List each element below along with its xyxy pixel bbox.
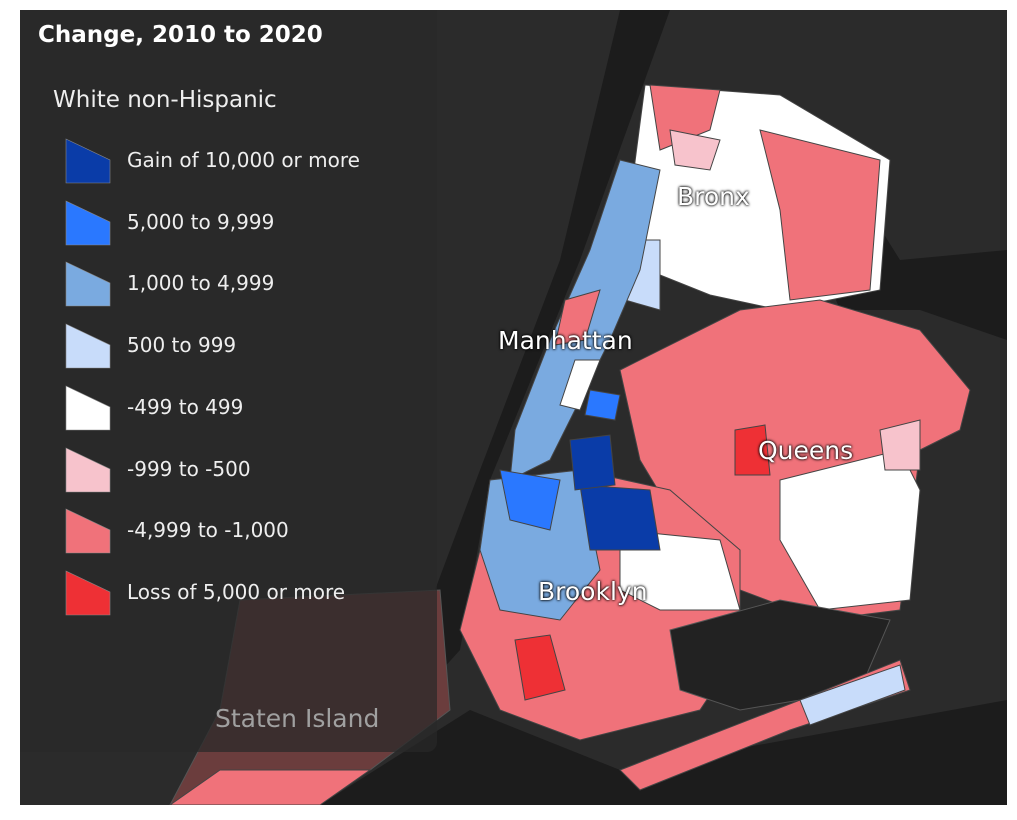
bronx-loss-north <box>649 84 721 151</box>
brooklyn-mid-blue-2 <box>584 389 621 421</box>
legend-item: 1,000 to 4,999 <box>65 261 435 307</box>
rockaway-gain <box>799 664 906 726</box>
legend-item: 500 to 999 <box>65 323 435 369</box>
legend-item: -499 to 499 <box>65 385 435 431</box>
legend-item-label: Gain of 10,000 or more <box>127 148 360 172</box>
legend-item-label: 500 to 999 <box>127 333 237 358</box>
label-manhattan: Manhattan <box>498 326 633 355</box>
queens-big-loss <box>734 424 771 476</box>
legend-swatch <box>65 385 111 431</box>
legend-item: -999 to -500 <box>65 447 435 493</box>
legend-subtitle: White non-Hispanic <box>53 87 277 113</box>
bronx-loss <box>759 129 881 301</box>
bronx-slight <box>669 129 721 171</box>
legend-swatch <box>65 323 111 369</box>
queens-slight <box>879 419 921 471</box>
label-bronx: Bronx <box>677 182 750 211</box>
legend-item-label: 1,000 to 4,999 <box>127 271 275 296</box>
manhattan-loss <box>554 289 601 346</box>
brooklyn-dark-blue <box>579 484 661 551</box>
legend-item-label: Loss of 5,000 or more <box>127 579 346 604</box>
staten-island-south <box>169 769 372 805</box>
legend-item: Gain of 10,000 or more <box>65 138 435 184</box>
label-queens: Queens <box>758 436 854 465</box>
legend-item: 5,000 to 9,999 <box>65 200 435 246</box>
legend-item-label: 5,000 to 9,999 <box>127 209 275 234</box>
legend-swatch <box>65 570 111 616</box>
legend-item: -4,999 to -1,000 <box>65 508 435 554</box>
legend-item-label: -4,999 to -1,000 <box>127 518 289 543</box>
legend-item-label: -999 to -500 <box>127 456 251 481</box>
legend-swatch <box>65 508 111 554</box>
legend-title: Change, 2010 to 2020 <box>38 22 323 48</box>
legend-swatch <box>65 447 111 492</box>
water-bay <box>320 700 1007 805</box>
label-staten-island: Staten Island <box>215 704 380 733</box>
legend-swatch <box>65 261 111 307</box>
legend-item-label: -499 to 499 <box>127 394 244 419</box>
brooklyn-big-loss <box>514 634 566 701</box>
legend-item: Loss of 5,000 or more <box>65 570 435 616</box>
legend-swatch <box>65 200 111 245</box>
label-brooklyn: Brooklyn <box>538 577 648 606</box>
brooklyn-mid-blue <box>499 469 561 531</box>
brooklyn-dark-blue-2 <box>569 434 616 491</box>
manhattan-white <box>559 359 601 411</box>
legend-panel: Change, 2010 to 2020 White non-Hispanic … <box>20 10 437 752</box>
legend-swatch <box>65 138 111 184</box>
